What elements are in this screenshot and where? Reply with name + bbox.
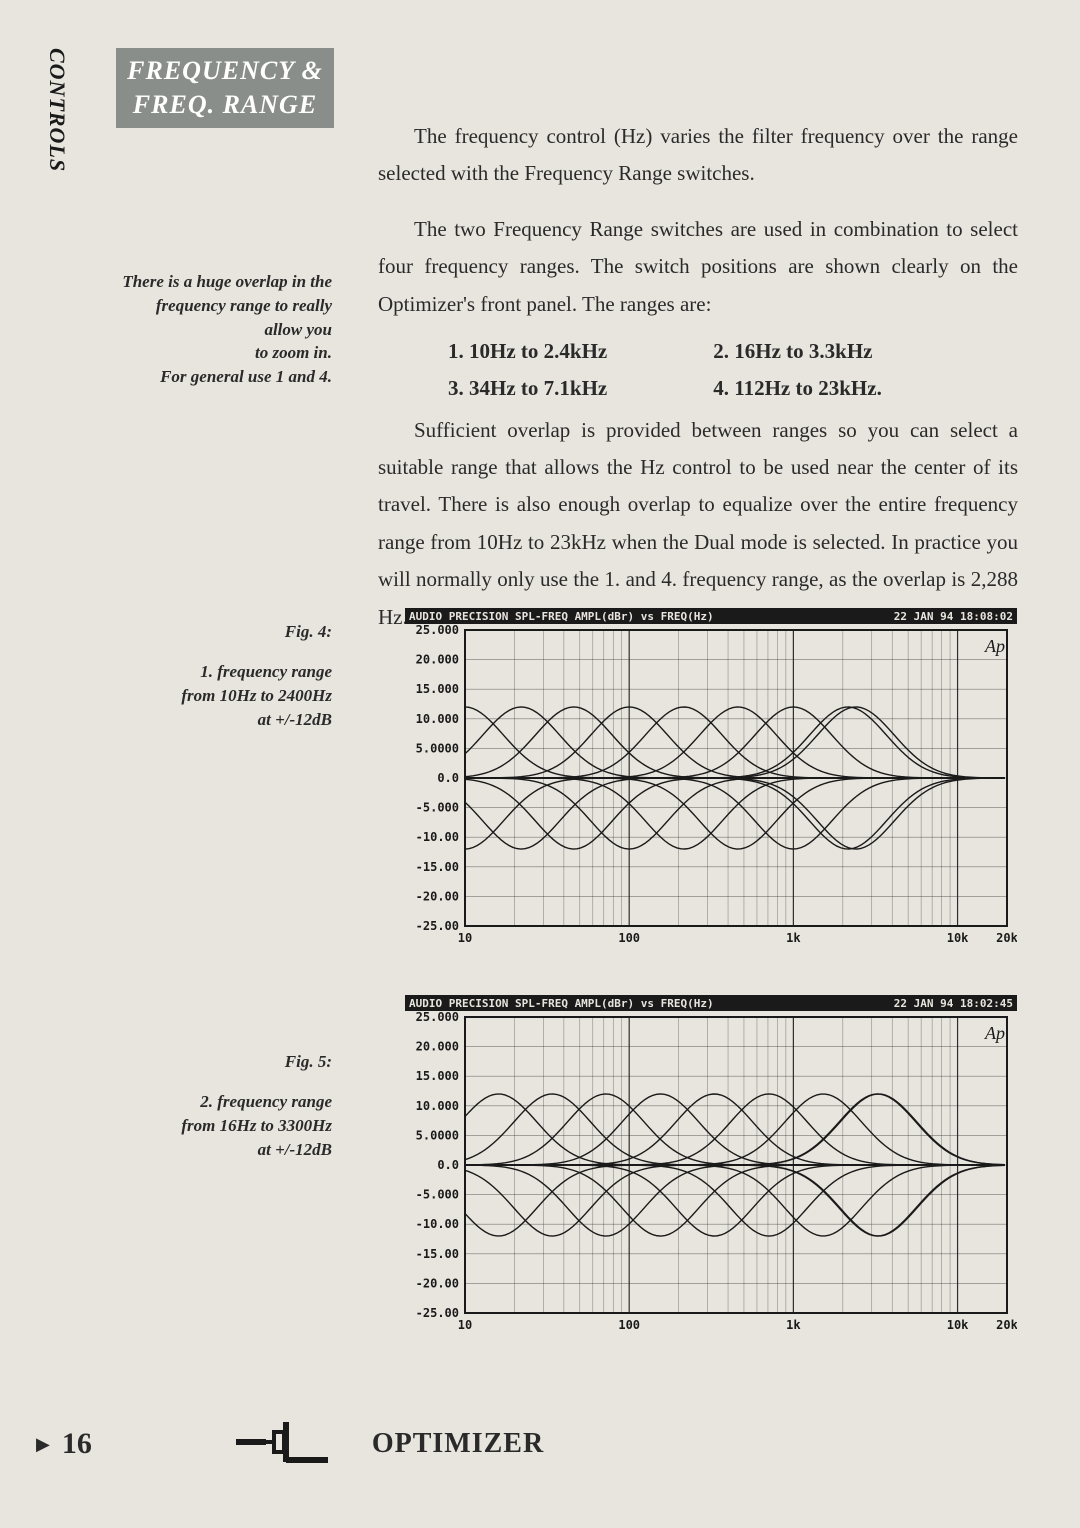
footer-arrow-icon: ▶ (36, 1434, 50, 1455)
range-item: 1. 10Hz to 2.4kHz (448, 333, 708, 370)
note-line: For general use 1 and 4. (80, 365, 332, 389)
fig5-chart: AUDIO PRECISION SPL-FREQ AMPL(dBr) vs FR… (405, 995, 1017, 1335)
svg-text:AUDIO PRECISION SPL-FREQ AMPL(: AUDIO PRECISION SPL-FREQ AMPL(dBr) vs FR… (409, 997, 714, 1010)
note-line: at +/-12dB (80, 1138, 332, 1162)
svg-text:-20.00: -20.00 (416, 1276, 459, 1290)
svg-text:10k: 10k (947, 931, 969, 945)
note-line: 1. frequency range (80, 660, 332, 684)
svg-text:25.000: 25.000 (416, 623, 459, 637)
svg-text:-15.00: -15.00 (416, 860, 459, 874)
svg-text:0.0: 0.0 (437, 771, 459, 785)
svg-text:10: 10 (458, 931, 472, 945)
paragraph: The two Frequency Range switches are use… (378, 211, 1018, 323)
margin-note-overlap: There is a huge overlap in the frequency… (80, 270, 332, 389)
fig4-caption: 1. frequency range from 10Hz to 2400Hz a… (80, 660, 332, 731)
svg-text:15.000: 15.000 (416, 682, 459, 696)
fig5-label: Fig. 5: (80, 1050, 332, 1074)
range-list: 1. 10Hz to 2.4kHz 2. 16Hz to 3.3kHz 3. 3… (448, 333, 1018, 408)
section-title: FREQUENCY & FREQ. RANGE (116, 48, 334, 128)
svg-text:-20.00: -20.00 (416, 889, 459, 903)
svg-text:0.0: 0.0 (437, 1158, 459, 1172)
svg-text:20k: 20k (996, 1318, 1017, 1332)
note-line: at +/-12dB (80, 708, 332, 732)
note-line: from 10Hz to 2400Hz (80, 684, 332, 708)
note-line: 2. frequency range (80, 1090, 332, 1114)
footer-title: OPTIMIZER (372, 1428, 544, 1460)
svg-text:15.000: 15.000 (416, 1069, 459, 1083)
fig4-chart: AUDIO PRECISION SPL-FREQ AMPL(dBr) vs FR… (405, 608, 1017, 948)
chart-svg: AUDIO PRECISION SPL-FREQ AMPL(dBr) vs FR… (405, 995, 1017, 1335)
note-line: from 16Hz to 3300Hz (80, 1114, 332, 1138)
fig5-caption: 2. frequency range from 16Hz to 3300Hz a… (80, 1090, 332, 1161)
svg-text:-25.00: -25.00 (416, 1306, 459, 1320)
svg-text:-10.00: -10.00 (416, 1217, 459, 1231)
svg-text:10: 10 (458, 1318, 472, 1332)
page-number: 16 (62, 1427, 92, 1461)
page: CONTROLS FREQUENCY & FREQ. RANGE There i… (0, 0, 1080, 1528)
svg-text:-25.00: -25.00 (416, 919, 459, 933)
svg-text:5.0000: 5.0000 (416, 1128, 459, 1142)
svg-text:-5.000: -5.000 (416, 801, 459, 815)
svg-text:22 JAN 94 18:08:02: 22 JAN 94 18:08:02 (894, 610, 1013, 623)
svg-text:100: 100 (618, 1318, 640, 1332)
svg-text:-15.00: -15.00 (416, 1247, 459, 1261)
svg-text:100: 100 (618, 931, 640, 945)
note-line: to zoom in. (80, 341, 332, 365)
svg-text:1k: 1k (786, 1318, 801, 1332)
title-line2: FREQ. RANGE (133, 88, 317, 122)
svg-text:10k: 10k (947, 1318, 969, 1332)
svg-text:-10.00: -10.00 (416, 830, 459, 844)
svg-text:Ap: Ap (984, 636, 1005, 656)
paragraph: The frequency control (Hz) varies the fi… (378, 118, 1018, 193)
svg-text:10.000: 10.000 (416, 712, 459, 726)
svg-text:-5.000: -5.000 (416, 1188, 459, 1202)
range-item: 4. 112Hz to 23kHz. (713, 370, 973, 407)
paragraph: Sufficient overlap is provided between r… (378, 412, 1018, 636)
spl-logo-icon (232, 1420, 332, 1469)
range-item: 2. 16Hz to 3.3kHz (713, 333, 973, 370)
svg-text:25.000: 25.000 (416, 1010, 459, 1024)
svg-text:Ap: Ap (984, 1023, 1005, 1043)
svg-text:5.0000: 5.0000 (416, 741, 459, 755)
note-line: allow you (80, 318, 332, 342)
note-line: frequency range to really (80, 294, 332, 318)
fig4-label: Fig. 4: (80, 620, 332, 644)
note-line: There is a huge overlap in the (80, 270, 332, 294)
svg-text:1k: 1k (786, 931, 801, 945)
svg-text:20k: 20k (996, 931, 1017, 945)
svg-text:20.000: 20.000 (416, 653, 459, 667)
svg-text:22 JAN 94 18:02:45: 22 JAN 94 18:02:45 (894, 997, 1013, 1010)
svg-text:20.000: 20.000 (416, 1040, 459, 1054)
body-text: The frequency control (Hz) varies the fi… (378, 118, 1018, 646)
title-line1: FREQUENCY & (127, 54, 323, 88)
side-tab: CONTROLS (36, 48, 70, 168)
range-item: 3. 34Hz to 7.1kHz (448, 370, 708, 407)
svg-text:AUDIO PRECISION SPL-FREQ AMPL(: AUDIO PRECISION SPL-FREQ AMPL(dBr) vs FR… (409, 610, 714, 623)
chart-svg: AUDIO PRECISION SPL-FREQ AMPL(dBr) vs FR… (405, 608, 1017, 948)
svg-text:10.000: 10.000 (416, 1099, 459, 1113)
page-footer: ▶ 16 OPTIMIZER (36, 1414, 1044, 1474)
